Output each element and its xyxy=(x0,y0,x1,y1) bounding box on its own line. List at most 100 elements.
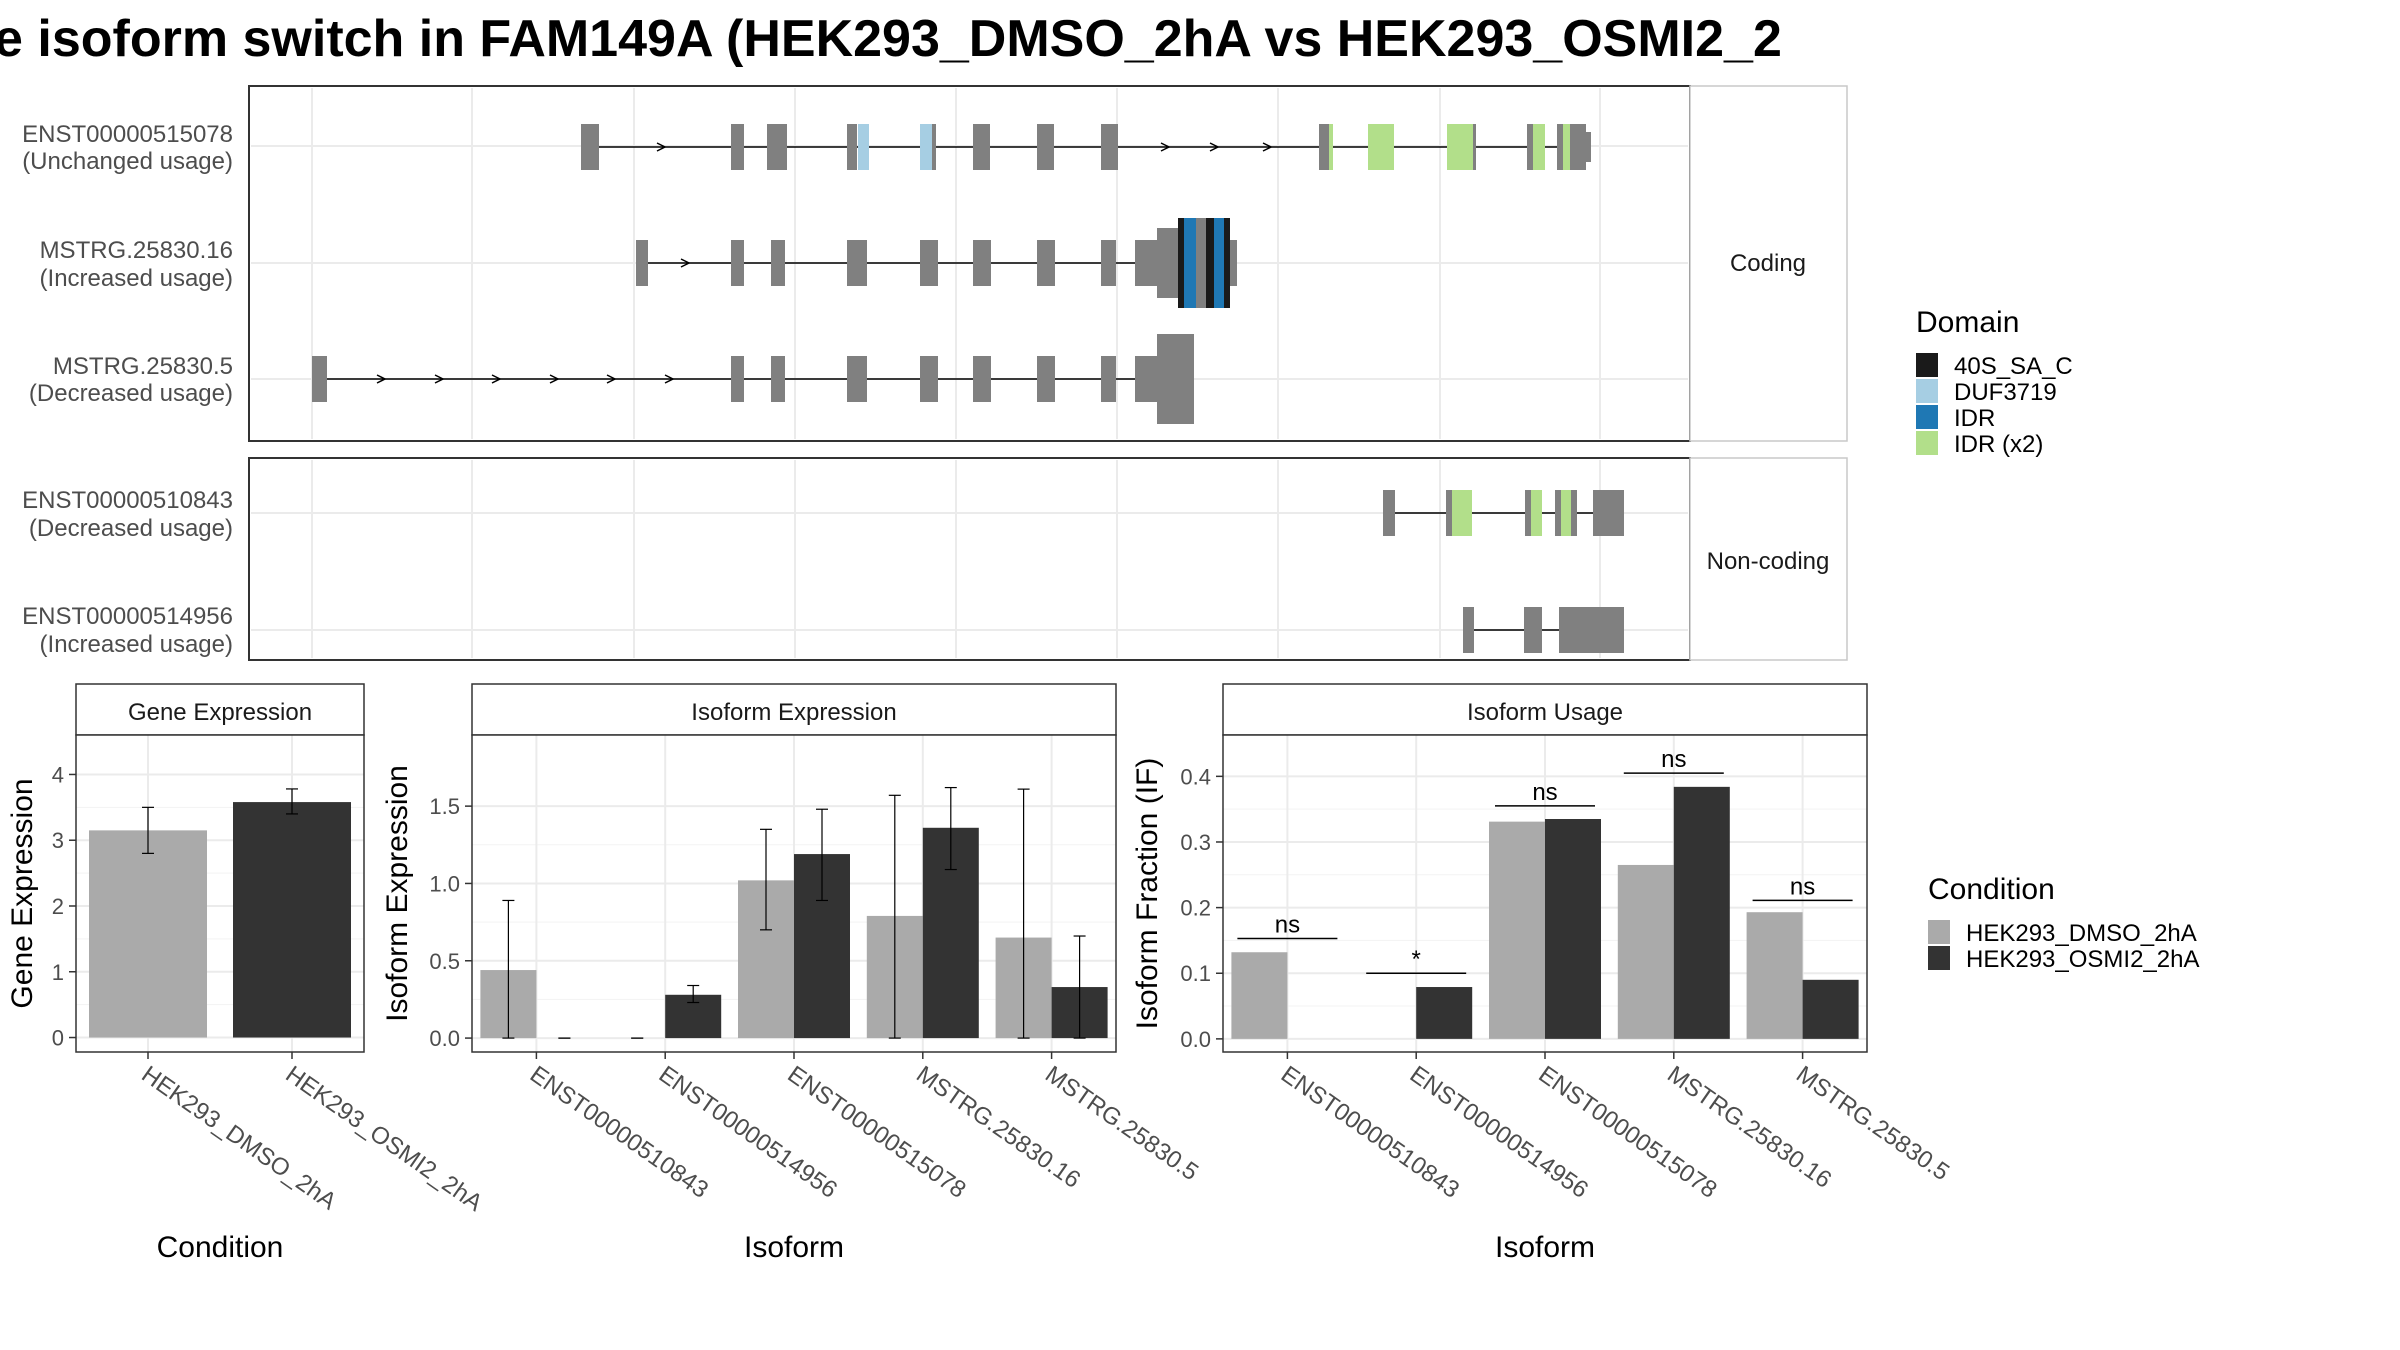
y-tick-label-1: 1 xyxy=(52,960,64,985)
legend-swatch-duf xyxy=(1916,379,1938,403)
y-tick-label-0: 0 xyxy=(52,1026,64,1051)
noncoding-strip-label: Non-coding xyxy=(1707,548,1830,575)
enst515078-direction-arrow-3 xyxy=(1262,142,1273,152)
gene-expression-chart: Gene Expression01234HEK293_DMSO_2hAHEK29… xyxy=(6,683,487,1264)
bar-HEK293_DMSO_2hA-0 xyxy=(89,830,207,1038)
isoform-label-enst510843: ENST00000510843 xyxy=(22,487,233,514)
transcript-structure-plot: Coding ENST00000515078 (Unchanged usage)… xyxy=(22,85,1848,661)
y-tick-label-2: 1.0 xyxy=(429,871,460,896)
y-tick-label-0: 0.0 xyxy=(1180,1027,1211,1052)
mstrg5-exon-2 xyxy=(771,356,785,402)
chart-title: Gene Expression xyxy=(128,699,312,726)
legend-label-duf: DUF3719 xyxy=(1954,379,2057,406)
y-axis-title: Isoform Fraction (IF) xyxy=(1131,758,1164,1030)
mstrg16-exon-16 xyxy=(1230,240,1237,286)
enst515078-exon-6 xyxy=(932,124,936,170)
isoform-usage-mstrg5: (Decreased usage) xyxy=(29,380,233,407)
enst515078-exon-21 xyxy=(1576,124,1586,170)
y-tick-label-2: 2 xyxy=(52,894,64,919)
y-tick-label-2: 0.2 xyxy=(1180,896,1211,921)
legend-label-idrx2: IDR (x2) xyxy=(1954,431,2043,458)
enst515078-exon-4 xyxy=(858,124,869,170)
enst510843-exon-9 xyxy=(1601,490,1624,536)
y-tick-label-1: 0.1 xyxy=(1180,961,1211,986)
chart-title: Isoform Expression xyxy=(691,699,896,726)
enst515078-exon-3 xyxy=(847,124,857,170)
mstrg16-exon-3 xyxy=(847,240,867,286)
enst510843-exon-5 xyxy=(1555,490,1561,536)
mstrg16-exon-8 xyxy=(1135,240,1157,286)
condition-legend-title: Condition xyxy=(1928,873,2055,906)
enst510843-exon-0 xyxy=(1383,490,1395,536)
chart-strip xyxy=(471,683,1117,736)
significance-label-3: ns xyxy=(1661,746,1686,773)
mstrg16-direction-arrow-0 xyxy=(680,258,691,268)
mstrg5-exon-9 xyxy=(1157,334,1194,424)
mstrg16-exon-6 xyxy=(1037,240,1055,286)
significance-label-1: * xyxy=(1412,946,1421,973)
legend-label-idr: IDR xyxy=(1954,405,1995,432)
chart-strip xyxy=(1222,683,1868,736)
chart-border xyxy=(75,734,365,1053)
mstrg16-exon-4 xyxy=(920,240,938,286)
mstrg5-direction-arrow-0 xyxy=(376,374,387,384)
enst510843-exon-4 xyxy=(1531,490,1542,536)
x-axis-title: Isoform xyxy=(744,1231,844,1264)
x-axis-title: Isoform xyxy=(1495,1231,1595,1264)
enst515078-exon-18 xyxy=(1563,124,1570,170)
domain-legend-title: Domain xyxy=(1916,306,2019,339)
enst515078-exon-14 xyxy=(1473,124,1476,170)
enst515078-exon-0 xyxy=(581,124,599,170)
enst515078-exon-15 xyxy=(1527,124,1533,170)
isoform-usage-enst510843: (Decreased usage) xyxy=(29,515,233,542)
bar-ENST00000510843-0 xyxy=(1231,952,1288,1039)
enst510843-exon-6 xyxy=(1561,490,1571,536)
enst515078-exon-5 xyxy=(920,124,932,170)
legend-label-osmi: HEK293_OSMI2_2hA xyxy=(1966,946,2199,973)
figure-title: e isoform switch in FAM149A (HEK293_DMSO… xyxy=(0,10,1782,68)
chart-title: Isoform Usage xyxy=(1467,699,1623,726)
mstrg16-exon-10 xyxy=(1178,218,1184,308)
mstrg16-exon-14 xyxy=(1214,218,1224,308)
enst515078-direction-arrow-0 xyxy=(656,142,667,152)
enst515078-exon-2 xyxy=(767,124,787,170)
legend-swatch-osmi xyxy=(1928,946,1950,970)
mstrg5-direction-arrow-1 xyxy=(434,374,445,384)
enst515078-exon-22 xyxy=(1583,132,1591,162)
mstrg16-exon-15 xyxy=(1224,218,1230,308)
mstrg5-exon-3 xyxy=(847,356,867,402)
mstrg16-exon-1 xyxy=(731,240,744,286)
mstrg16-exon-0 xyxy=(636,240,648,286)
bar-MSTRG.25830.5-1 xyxy=(1802,979,1859,1039)
enst510843-exon-7 xyxy=(1571,490,1577,536)
isoform-label-enst515078: ENST00000515078 xyxy=(22,121,233,148)
chart-strip xyxy=(75,683,365,736)
enst510843-exon-2 xyxy=(1452,490,1472,536)
bar-MSTRG.25830.16-0 xyxy=(1617,864,1674,1039)
legend-swatch-40s xyxy=(1916,353,1938,377)
mstrg5-exon-4 xyxy=(920,356,938,402)
significance-label-2: ns xyxy=(1532,779,1557,806)
isoform-usage-chart: Isoform Usagens*nsnsns0.00.10.20.30.4ENS… xyxy=(1131,683,1954,1264)
enst515078-direction-arrow-1 xyxy=(1160,142,1171,152)
mstrg16-exon-11 xyxy=(1184,218,1196,308)
isoform-usage-enst515078: (Unchanged usage) xyxy=(22,148,233,175)
legend-swatch-dmso xyxy=(1928,920,1950,944)
x-axis-title: Condition xyxy=(157,1231,284,1264)
isoform-label-mstrg5: MSTRG.25830.5 xyxy=(53,353,233,380)
bar-ENST00000515078-0 xyxy=(1489,821,1545,1039)
coding-transcript-tracks xyxy=(312,124,1591,424)
mstrg16-exon-7 xyxy=(1101,240,1116,286)
mstrg5-direction-arrow-2 xyxy=(491,374,502,384)
enst515078-exon-1 xyxy=(731,124,744,170)
y-axis-title: Gene Expression xyxy=(6,778,39,1008)
mstrg5-direction-arrow-3 xyxy=(549,374,560,384)
bar-MSTRG.25830.5-0 xyxy=(1746,912,1803,1039)
mstrg16-exon-5 xyxy=(973,240,991,286)
y-axis-title: Isoform Expression xyxy=(381,765,414,1022)
bar-HEK293_OSMI2_2hA-0 xyxy=(233,802,351,1038)
enst510843-exon-8 xyxy=(1593,490,1601,536)
y-tick-label-4: 0.4 xyxy=(1180,764,1211,789)
mstrg5-exon-6 xyxy=(1037,356,1055,402)
